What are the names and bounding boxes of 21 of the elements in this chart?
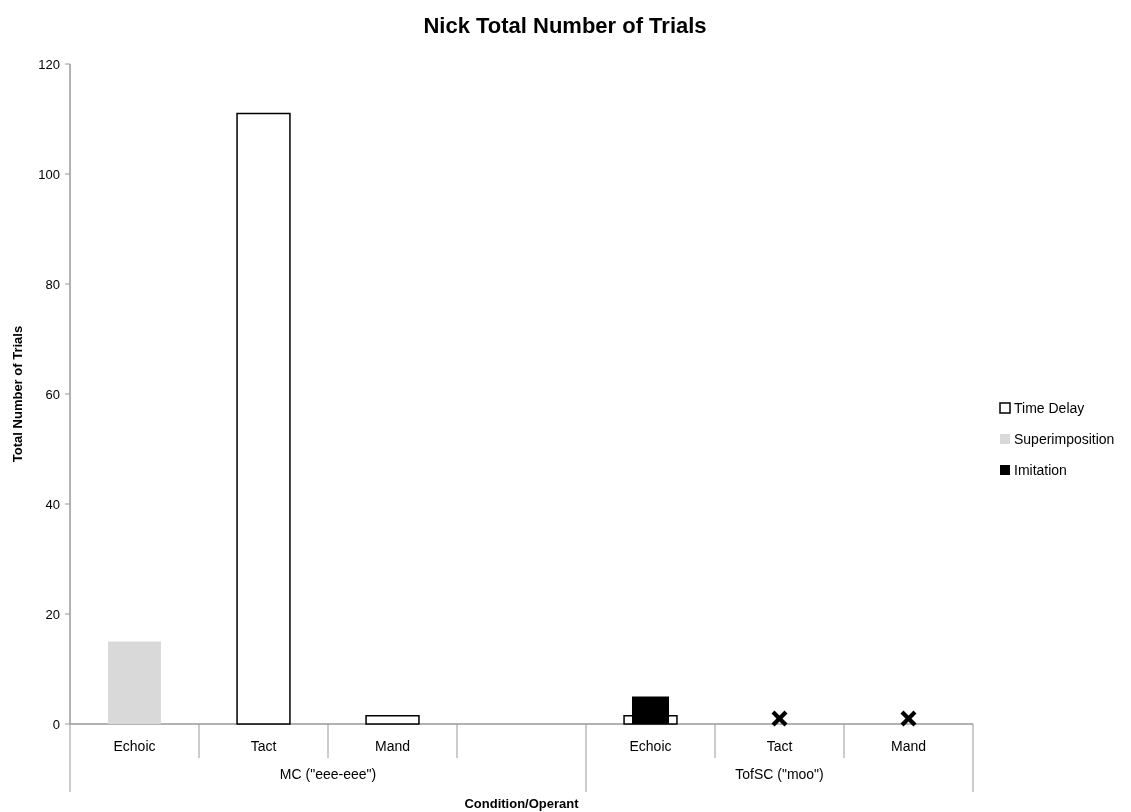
legend-label: Superimposition [1014, 430, 1115, 447]
x-tick-label: Echoic [629, 738, 672, 754]
x-tick-label: Tact [250, 738, 277, 754]
y-tick-label: 120 [38, 56, 60, 72]
x-tick-label: Mand [890, 738, 927, 754]
x-tick-label: Tact [766, 738, 793, 754]
x-tick-label: Echoic [113, 738, 156, 754]
y-tick-label: 100 [38, 166, 60, 182]
x-axis-title: Condition/Operant [464, 796, 580, 811]
chart-title: Nick Total Number of Trials [423, 13, 707, 38]
x-tick-label: Mand [374, 738, 411, 754]
text: TofSC ("moo") [735, 766, 824, 782]
legend-label: Time Delay [1014, 399, 1085, 416]
y-tick-label: 60 [45, 386, 60, 402]
y-tick-label: 20 [45, 606, 60, 622]
y-tick-label: 80 [45, 276, 60, 292]
y-tick-label: 40 [45, 496, 60, 512]
legend-label: Imitation [1014, 461, 1067, 478]
y-tick-label: 0 [52, 716, 60, 732]
y-axis-title: Total Number of Trials [10, 325, 25, 463]
text: MC ("eee-eee") [279, 766, 377, 782]
